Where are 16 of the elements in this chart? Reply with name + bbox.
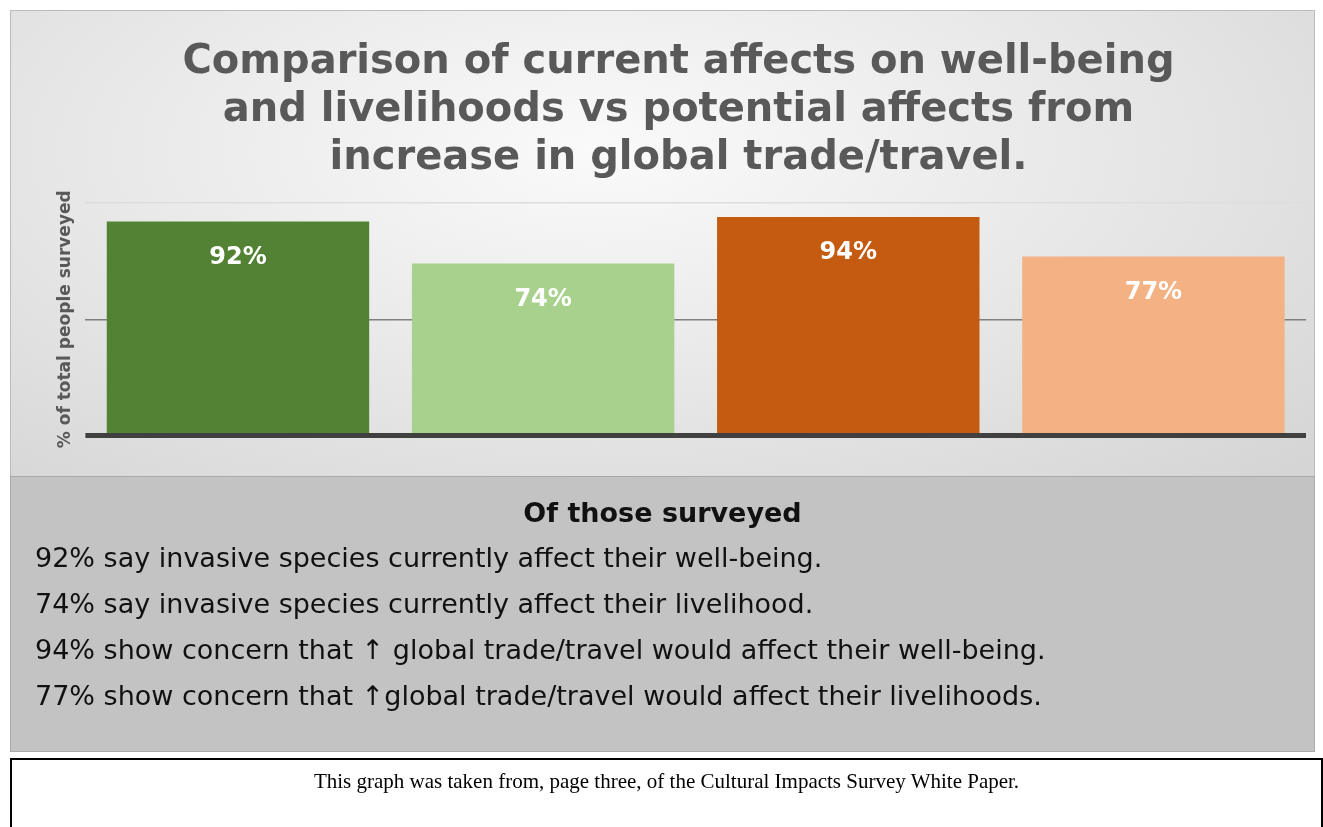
text: This graph was taken from, page three, of the Cultural Impacts Survey White Paper. [10,758,1323,827]
bar [106,221,370,435]
text: 74% say invasive species currently affect their livelihood. [35,587,815,621]
bar [1022,256,1285,435]
chart-title: Comparison of current affects on well-being and livelihoods vs potential affects from increase in global trade/travel. [182,36,1175,179]
bar [411,263,675,435]
data-label: 77% [1124,276,1183,305]
data-label: 94% [819,237,877,266]
text: 92% say invasive species currently affect their well-being. [35,541,824,575]
text: Of those surveyed [522,496,803,530]
text: 94% show concern that ↑ global trade/travel would affect their well-being. [35,633,1047,667]
y-axis-title: % of total people surveyed [53,190,74,449]
data-label: 74% [514,283,572,312]
data-label: 92% [209,241,267,270]
text: 77% show concern that ↑global trade/travel would affect their livelihoods. [35,679,1043,713]
bar [717,216,980,435]
